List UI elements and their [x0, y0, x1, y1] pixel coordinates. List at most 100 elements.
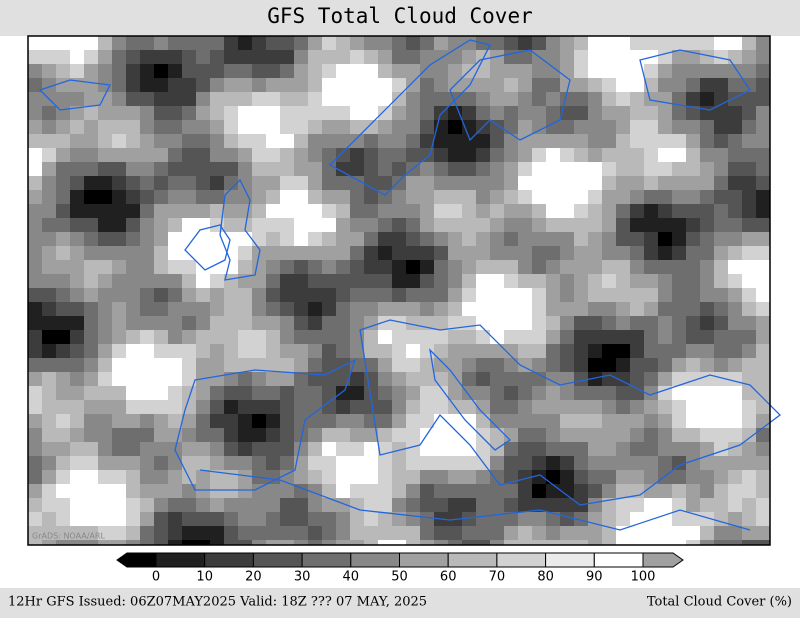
- cloud-cell: [70, 400, 84, 414]
- cloud-cell: [686, 414, 700, 428]
- cloud-cell: [476, 526, 490, 540]
- cloud-cell: [546, 106, 560, 120]
- cloud-cell: [322, 316, 336, 330]
- cloud-cell: [252, 148, 266, 162]
- cloud-cell: [560, 106, 574, 120]
- cloud-cell: [546, 540, 560, 545]
- cloud-cell: [658, 36, 672, 50]
- cloud-cell: [140, 232, 154, 246]
- cloud-cell: [560, 162, 574, 176]
- cloud-cell: [728, 36, 742, 50]
- cloud-cell: [56, 36, 70, 50]
- cloud-cell: [28, 190, 42, 204]
- cloud-cell: [420, 498, 434, 512]
- title: GFS Total Cloud Cover: [267, 4, 533, 28]
- cloud-cell: [308, 134, 322, 148]
- cloud-cell: [574, 148, 588, 162]
- cloud-cell: [280, 428, 294, 442]
- cloud-cell: [168, 526, 182, 540]
- cloud-cell: [630, 400, 644, 414]
- cloud-cell: [406, 302, 420, 316]
- cloud-cell: [742, 78, 756, 92]
- cloud-cell: [504, 176, 518, 190]
- cloud-cell: [588, 148, 602, 162]
- cloud-cell: [476, 358, 490, 372]
- cloud-cell: [616, 148, 630, 162]
- cloud-cell: [756, 400, 770, 414]
- cloud-cell: [112, 260, 126, 274]
- cloud-cell: [630, 372, 644, 386]
- cloud-cell: [392, 246, 406, 260]
- cloud-cell: [588, 78, 602, 92]
- cloud-cell: [84, 106, 98, 120]
- cloud-cell: [84, 274, 98, 288]
- cloud-cell: [504, 50, 518, 64]
- cloud-cell: [420, 64, 434, 78]
- cloud-cell: [630, 344, 644, 358]
- cloud-cell: [182, 218, 196, 232]
- cloud-cell: [630, 162, 644, 176]
- cloud-cell: [714, 288, 728, 302]
- cloud-cell: [742, 190, 756, 204]
- cloud-cell: [56, 540, 70, 545]
- cloud-cell: [644, 428, 658, 442]
- cloud-cell: [602, 106, 616, 120]
- colorbar-segment: [496, 552, 547, 568]
- cloud-cell: [742, 134, 756, 148]
- cloud-cell: [364, 386, 378, 400]
- cloud-cell: [588, 50, 602, 64]
- cloud-cell: [616, 526, 630, 540]
- cloud-cell: [588, 274, 602, 288]
- cloud-cell: [98, 372, 112, 386]
- cloud-cell: [252, 526, 266, 540]
- cloud-cell: [686, 540, 700, 545]
- cloud-cell: [392, 414, 406, 428]
- cloud-cell: [714, 78, 728, 92]
- cloud-cell: [42, 344, 56, 358]
- cloud-cell: [742, 470, 756, 484]
- cloud-cell: [336, 218, 350, 232]
- cloud-cell: [434, 386, 448, 400]
- cloud-cell: [350, 316, 364, 330]
- cloud-cell: [210, 414, 224, 428]
- cloud-cell: [224, 526, 238, 540]
- cloud-cell: [476, 386, 490, 400]
- cloud-cell: [644, 344, 658, 358]
- cloud-cell: [210, 526, 224, 540]
- cloud-cell: [490, 414, 504, 428]
- cloud-cell: [448, 260, 462, 274]
- cloud-cell: [70, 106, 84, 120]
- cloud-cell: [70, 428, 84, 442]
- cloud-cell: [700, 190, 714, 204]
- cloud-cell: [560, 414, 574, 428]
- cloud-cell: [42, 106, 56, 120]
- cloud-cell: [224, 414, 238, 428]
- cloud-cell: [336, 386, 350, 400]
- cloud-cell: [196, 428, 210, 442]
- cloud-cell: [168, 92, 182, 106]
- cloud-cell: [336, 316, 350, 330]
- cloud-cell: [490, 498, 504, 512]
- cloud-cell: [252, 456, 266, 470]
- cloud-cell: [406, 78, 420, 92]
- cloud-cell: [560, 428, 574, 442]
- cloud-cell: [532, 106, 546, 120]
- cloud-cell: [462, 302, 476, 316]
- cloud-cell: [420, 484, 434, 498]
- cloud-cell: [266, 330, 280, 344]
- cloud-cell: [238, 50, 252, 64]
- cloud-cell: [476, 288, 490, 302]
- cloud-cell: [574, 456, 588, 470]
- cloud-cell: [434, 218, 448, 232]
- cloud-cell: [182, 316, 196, 330]
- cloud-cell: [56, 176, 70, 190]
- cloud-cell: [476, 106, 490, 120]
- cloud-cell: [448, 64, 462, 78]
- cloud-cell: [714, 106, 728, 120]
- cloud-cell: [532, 260, 546, 274]
- cloud-cell: [42, 484, 56, 498]
- cloud-cell: [378, 260, 392, 274]
- cloud-cell: [532, 456, 546, 470]
- cloud-cell: [672, 512, 686, 526]
- cloud-cell: [756, 484, 770, 498]
